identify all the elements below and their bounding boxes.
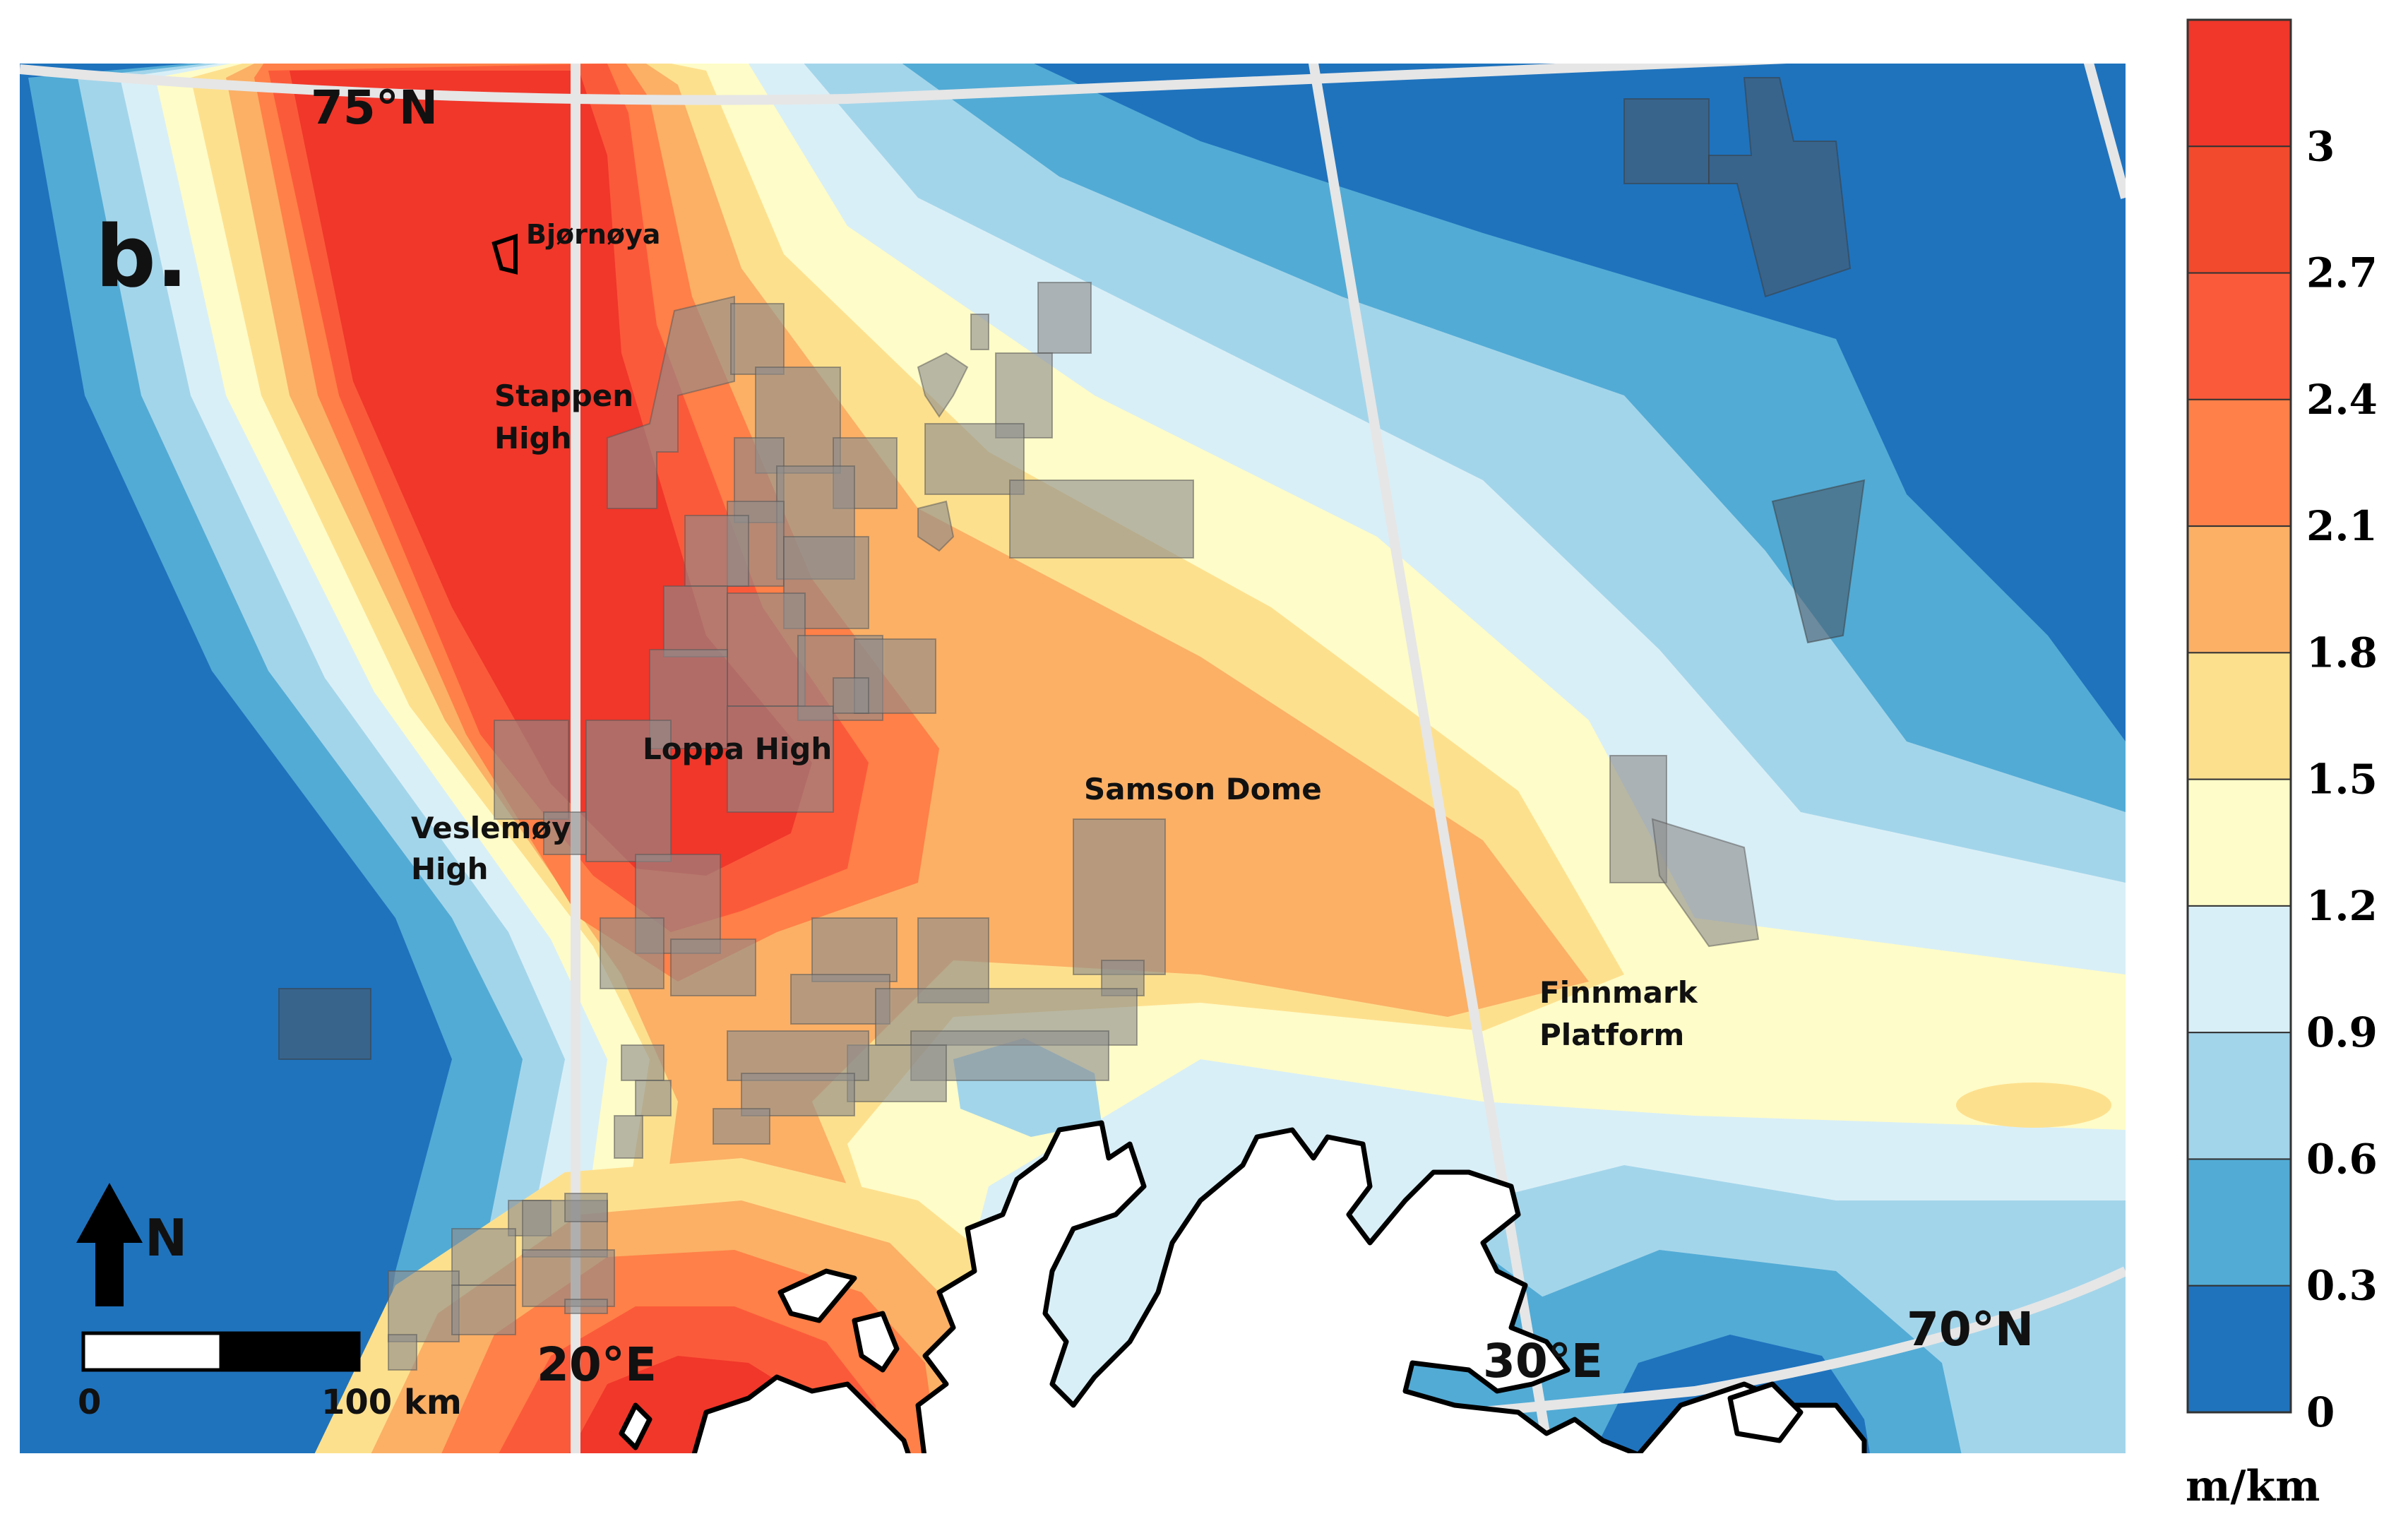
legend-swatch: [2187, 525, 2291, 654]
legend-tick-label: 0.3: [2306, 1262, 2378, 1310]
legend-tick-label: 1.2: [2306, 882, 2378, 930]
graticule-line: [2083, 64, 2126, 199]
legend-tick-label: 3: [2306, 122, 2335, 170]
graticule-line: [20, 64, 1787, 105]
legend-tick-label: 0.9: [2306, 1008, 2378, 1056]
scale-bar: 0 100 km: [78, 1331, 462, 1422]
license-blocks: [278, 77, 1866, 1371]
legend-swatch: [2187, 778, 2291, 907]
graticule-line: [1308, 64, 1554, 1453]
scale-bar-end-label: 100 km: [321, 1383, 462, 1422]
loppa-label: Loppa High: [643, 732, 832, 766]
stappen-label-line1: Stappen: [494, 378, 633, 413]
coastline: [619, 1120, 1867, 1453]
legend-tick-label: 1.8: [2306, 628, 2378, 676]
legend-swatch: [2187, 1032, 2291, 1160]
legend-swatch: [2187, 398, 2291, 527]
legend-swatch: [2187, 905, 2291, 1034]
lat-75-label: 75°N: [311, 81, 438, 135]
veslemoy-label-line1: Veslemøy: [411, 811, 571, 845]
legend-unit: m/km: [2186, 1462, 2320, 1511]
north-arrow-icon: [76, 1183, 143, 1306]
samson-label: Samson Dome: [1084, 772, 1322, 806]
lat-70-label: 70°N: [1907, 1302, 2034, 1357]
north-arrow-label: N: [145, 1208, 187, 1268]
legend-tick-label: 0.6: [2306, 1135, 2378, 1183]
legend-tick-label: 2.4: [2306, 376, 2378, 424]
finnmark-label-line1: Finnmark: [1539, 975, 1698, 1010]
stappen-label-line2: High: [494, 421, 572, 455]
legend-tick-label: 2.1: [2306, 502, 2378, 550]
scale-bar-start-label: 0: [78, 1383, 101, 1422]
legend-tick-label: 0: [2306, 1388, 2335, 1436]
north-arrow: N: [76, 1183, 187, 1306]
lon-20-label: 20°E: [537, 1337, 657, 1392]
legend-swatch: [2187, 1284, 2291, 1414]
legend-tick-label: 1.5: [2306, 756, 2378, 804]
legend-tick-label: 2.7: [2306, 249, 2378, 297]
bjornoya-label: Bjørnøya: [526, 219, 660, 250]
legend-swatch: [2187, 145, 2291, 274]
veslemoy-label-line2: High: [411, 852, 489, 886]
finnmark-label-line2: Platform: [1539, 1018, 1684, 1052]
legend-swatch: [2187, 19, 2291, 148]
legend-swatch: [2187, 1158, 2291, 1287]
legend-swatch: [2187, 652, 2291, 780]
panel-label: b.: [95, 208, 188, 306]
lon-30-label: 30°E: [1483, 1334, 1603, 1388]
legend-colorbar: 3 2.7 2.4 2.1 1.8 1.5 1.2 0.9 0.6 0.3 0: [2186, 18, 2378, 1436]
bjornoya-island: [491, 233, 518, 275]
legend-swatch: [2187, 272, 2291, 400]
